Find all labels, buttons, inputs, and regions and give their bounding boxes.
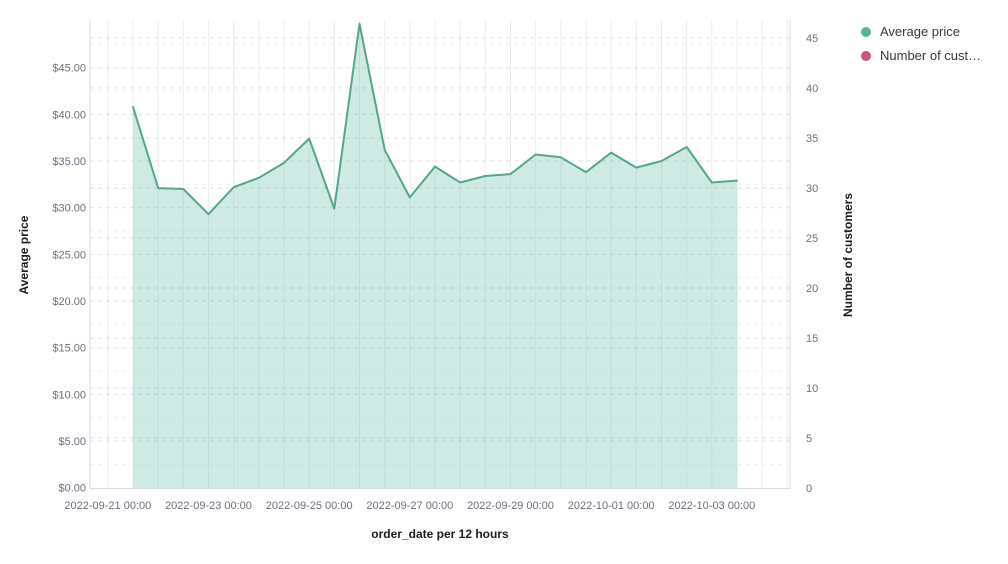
- svg-text:$30.00: $30.00: [52, 203, 86, 215]
- svg-text:$20.00: $20.00: [52, 296, 86, 308]
- svg-text:2022-09-21 00:00: 2022-09-21 00:00: [64, 500, 151, 512]
- legend-item-number-of-customers[interactable]: Number of cust…: [861, 48, 981, 63]
- legend-label: Number of cust…: [880, 48, 982, 63]
- average-price-series-dot-icon: [861, 26, 871, 37]
- svg-text:5: 5: [806, 433, 812, 445]
- svg-text:$25.00: $25.00: [52, 249, 86, 261]
- svg-text:$35.00: $35.00: [52, 156, 86, 168]
- svg-text:2022-09-29 00:00: 2022-09-29 00:00: [467, 500, 554, 512]
- svg-text:2022-09-23 00:00: 2022-09-23 00:00: [165, 500, 252, 512]
- svg-text:$40.00: $40.00: [52, 109, 86, 121]
- svg-text:10: 10: [806, 383, 818, 395]
- svg-text:2022-10-03 00:00: 2022-10-03 00:00: [668, 500, 755, 512]
- svg-text:$45.00: $45.00: [52, 63, 86, 75]
- legend-label: Average price: [880, 24, 960, 39]
- svg-text:$0.00: $0.00: [58, 483, 86, 495]
- number-of-customers-series-dot-icon: [861, 50, 871, 61]
- svg-text:45: 45: [806, 33, 818, 45]
- left-axis-title: Average price: [17, 215, 31, 295]
- right-axis-title: Number of customers: [841, 192, 855, 318]
- svg-text:$5.00: $5.00: [58, 436, 86, 448]
- svg-text:$15.00: $15.00: [52, 343, 86, 355]
- svg-text:2022-10-01 00:00: 2022-10-01 00:00: [568, 500, 655, 512]
- svg-text:15: 15: [806, 333, 818, 345]
- svg-text:$10.00: $10.00: [52, 389, 86, 401]
- x-axis-title: order_date per 12 hours: [371, 527, 509, 541]
- svg-text:20: 20: [806, 283, 818, 295]
- svg-text:2022-09-25 00:00: 2022-09-25 00:00: [266, 500, 353, 512]
- legend: Average price Number of cust…: [861, 24, 981, 63]
- svg-text:2022-09-27 00:00: 2022-09-27 00:00: [366, 500, 453, 512]
- svg-text:40: 40: [806, 83, 818, 95]
- svg-text:25: 25: [806, 233, 818, 245]
- svg-text:30: 30: [806, 183, 818, 195]
- svg-text:35: 35: [806, 133, 818, 145]
- legend-item-average-price[interactable]: Average price: [861, 24, 981, 39]
- svg-text:0: 0: [806, 483, 812, 495]
